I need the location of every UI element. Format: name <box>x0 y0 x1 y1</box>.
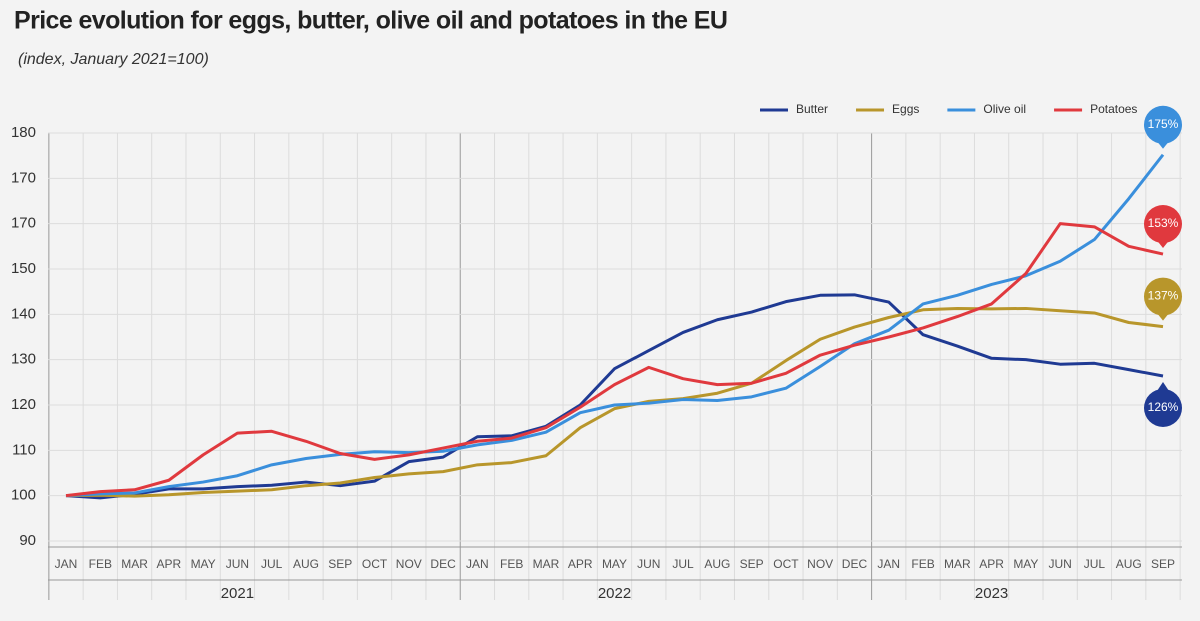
x-tick-label: SEP <box>740 557 764 571</box>
x-tick-label: JUL <box>261 557 283 571</box>
y-tick-label: 130 <box>11 351 36 368</box>
x-tick-label: FEB <box>911 557 934 571</box>
x-tick-label: JUL <box>1084 557 1106 571</box>
series-line <box>65 222 1164 498</box>
end-label-bubble <box>1144 388 1182 427</box>
x-tick-label: MAR <box>944 557 971 571</box>
x-tick-label: MAR <box>533 557 560 571</box>
x-tick-label: JAN <box>466 557 489 571</box>
end-label-bubble <box>1144 277 1182 316</box>
x-tick-label: JUN <box>1048 557 1071 571</box>
legend-label: Eggs <box>892 102 919 116</box>
chart-subtitle: (index, January 2021=100) <box>18 51 209 68</box>
year-label: 2021 <box>221 585 254 602</box>
x-tick-label: SEP <box>328 557 352 571</box>
x-tick-label: MAR <box>121 557 148 571</box>
x-tick-label: FEB <box>500 557 523 571</box>
end-label-text: 153% <box>1148 216 1179 230</box>
y-tick-label: 140 <box>11 305 36 322</box>
x-tick-label: JAN <box>55 557 78 571</box>
end-label: 137% <box>1144 277 1182 321</box>
end-label-text: 175% <box>1148 117 1179 131</box>
x-tick-label: DEC <box>430 557 456 571</box>
y-tick-label: 110 <box>12 441 36 458</box>
y-tick-label: 170 <box>11 215 36 232</box>
x-tick-label: APR <box>157 557 182 571</box>
x-tick-label: JUN <box>637 557 660 571</box>
x-tick-label: APR <box>979 557 1004 571</box>
end-label-bubble <box>1144 105 1182 144</box>
end-label: 126% <box>1144 381 1182 427</box>
legend-label: Olive oil <box>983 102 1026 116</box>
series-line <box>65 306 1164 498</box>
end-label-text: 137% <box>1148 289 1179 303</box>
x-tick-label: NOV <box>396 557 422 571</box>
x-tick-label: OCT <box>362 557 388 571</box>
x-tick-label: MAY <box>602 557 627 571</box>
x-tick-label: FEB <box>89 557 112 571</box>
chart-title: Price evolution for eggs, butter, olive … <box>14 7 727 35</box>
y-tick-label: 90 <box>19 532 36 549</box>
legend-label: Butter <box>796 102 828 116</box>
end-label: 153% <box>1144 205 1182 249</box>
x-tick-label: APR <box>568 557 593 571</box>
x-tick-label: NOV <box>807 557 833 571</box>
end-label: 175% <box>1144 105 1182 149</box>
year-label: 2023 <box>975 585 1008 602</box>
end-label-text: 126% <box>1148 400 1179 414</box>
y-tick-label: 120 <box>11 396 36 413</box>
x-tick-label: JAN <box>877 557 900 571</box>
x-tick-label: DEC <box>842 557 868 571</box>
x-tick-label: AUG <box>1116 557 1142 571</box>
series-line <box>65 153 1165 498</box>
y-tick-label: 150 <box>11 260 36 277</box>
x-tick-label: JUN <box>226 557 249 571</box>
x-tick-label: MAY <box>191 557 216 571</box>
year-label: 2022 <box>598 585 631 602</box>
x-tick-label: AUG <box>704 557 730 571</box>
x-tick-label: MAY <box>1013 557 1038 571</box>
series-line <box>65 293 1164 500</box>
y-tick-label: 170 <box>11 169 36 186</box>
y-tick-label: 100 <box>11 487 36 504</box>
x-tick-label: OCT <box>773 557 799 571</box>
y-tick-label: 180 <box>11 124 36 141</box>
legend-label: Potatoes <box>1090 102 1137 116</box>
x-tick-label: AUG <box>293 557 319 571</box>
x-tick-label: JUL <box>672 557 694 571</box>
x-tick-label: SEP <box>1151 557 1175 571</box>
end-label-bubble <box>1144 205 1182 244</box>
